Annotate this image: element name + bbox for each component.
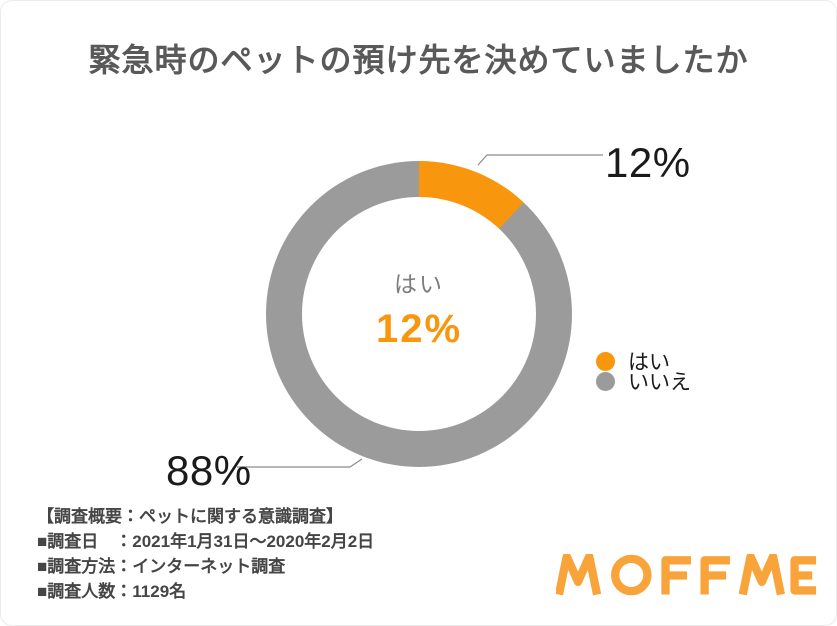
donut-chart: はい 12% bbox=[266, 161, 572, 467]
center-category-label: はい bbox=[394, 271, 444, 297]
legend-swatch-no bbox=[596, 371, 615, 391]
logo-letter-o bbox=[611, 554, 652, 596]
survey-overview-line: 【調査概要：ペットに関する意識調査】 bbox=[37, 507, 343, 526]
moffme-logo-text: MOFFME bbox=[556, 596, 557, 597]
callout-line-no bbox=[237, 458, 363, 468]
survey-date-line: ■調査日 ：2021年1月31日～2020年2月2日 bbox=[37, 532, 375, 551]
center-value-label: 12% bbox=[375, 307, 463, 351]
callout-label-yes: 12% bbox=[605, 139, 691, 186]
logo-letter-m2 bbox=[738, 554, 785, 596]
callout-label-no: 88% bbox=[166, 447, 252, 494]
callout-line-yes bbox=[477, 154, 603, 166]
logo-letter-f2 bbox=[700, 556, 731, 595]
survey-method-line: ■調査方法：インターネット調査 bbox=[37, 557, 286, 576]
legend-item-no: いいえ bbox=[596, 371, 691, 394]
survey-info: 【調査概要：ペットに関する意識調査】 ■調査日 ：2021年1月31日～2020… bbox=[37, 504, 374, 604]
chart-legend: はい いいえ bbox=[596, 351, 691, 394]
legend-label-yes: はい bbox=[628, 351, 670, 374]
moffme-logo: MOFFME bbox=[556, 554, 820, 596]
legend-swatch-yes bbox=[596, 351, 615, 371]
logo-letter-f1 bbox=[661, 556, 691, 595]
donut-hole bbox=[302, 197, 536, 431]
legend-label-no: いいえ bbox=[628, 371, 691, 394]
page-title: 緊急時のペットの預け先を決めていましたか bbox=[88, 42, 749, 78]
donut-center-label: はい 12% bbox=[266, 271, 572, 351]
moffme-logo-graphic bbox=[556, 554, 817, 596]
logo-letter-m1 bbox=[556, 554, 602, 596]
legend-item-yes: はい bbox=[596, 351, 691, 374]
survey-count-line: ■調査人数：1129名 bbox=[37, 582, 187, 601]
logo-letter-e bbox=[790, 556, 817, 595]
